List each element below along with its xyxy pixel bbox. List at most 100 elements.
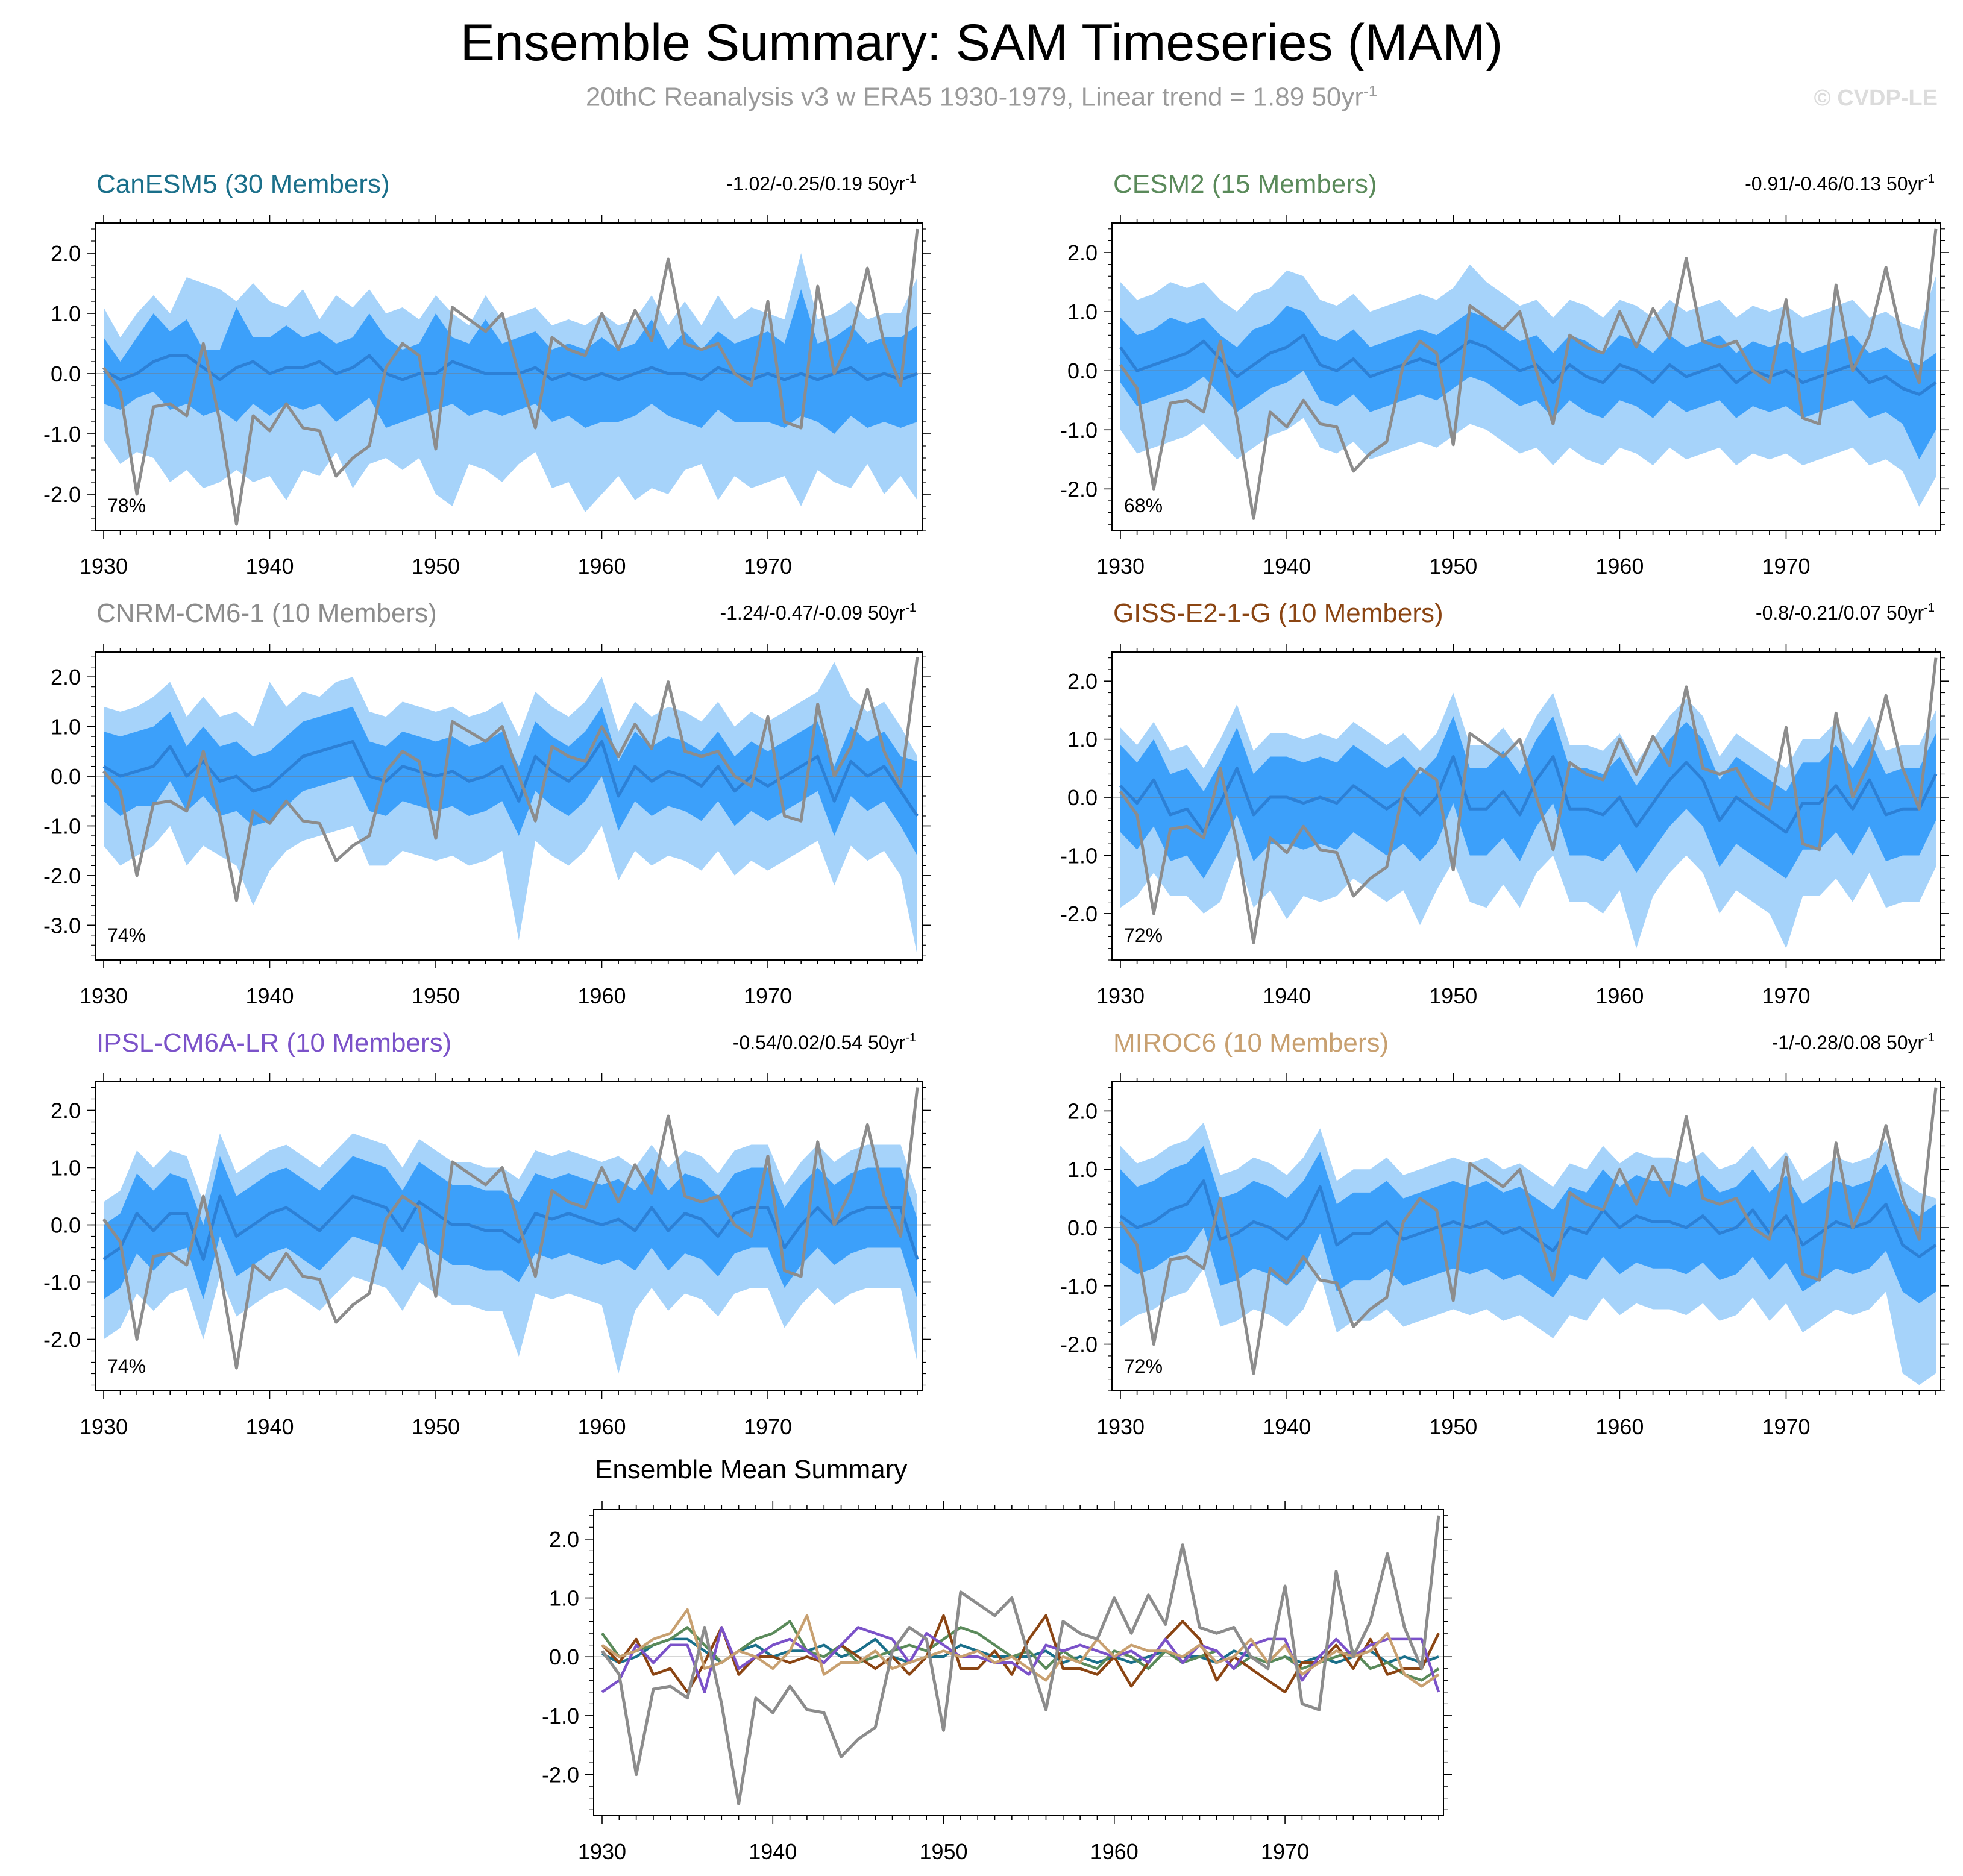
inner-spread-band <box>104 1156 917 1299</box>
x-tick-label: 1970 <box>744 554 792 579</box>
y-tick-label: -1.0 <box>43 1270 81 1295</box>
x-tick-label: 1940 <box>245 554 294 579</box>
chart-ipsl-cm6a-lr: 1930 1940 1950 1960 1970 2.0 1.0 0.0 -1.0 -2.0 IPS… <box>43 1028 931 1439</box>
chart-miroc6: 1930 1940 1950 1960 1970 2.0 1.0 0.0 -1.0 -2.0 MIR… <box>1060 1028 1949 1439</box>
trend-label: -1.02/-0.25/0.19 50yr-1 <box>726 172 916 195</box>
trend-label: -0.54/0.02/0.54 50yr-1 <box>733 1031 916 1053</box>
x-tick-label: 1960 <box>1595 554 1644 579</box>
panel-title: Ensemble Mean Summary <box>595 1455 907 1484</box>
x-tick-label: 1930 <box>80 983 128 1008</box>
x-tick-label: 1930 <box>1096 1414 1145 1439</box>
chart-cesm2: 1930 1940 1950 1960 1970 2.0 1.0 0.0 -1.0 -2.0 CES… <box>1060 169 1949 579</box>
x-tick-label: 1970 <box>744 1414 792 1439</box>
y-tick-label: 0.0 <box>51 362 81 386</box>
ensemble-mean-line <box>1119 1179 1937 1258</box>
x-tick-label: 1930 <box>80 1414 128 1439</box>
panel-title: GISS-E2-1-G (10 Members) <box>1113 598 1443 628</box>
x-tick-label: 1950 <box>1429 1414 1477 1439</box>
y-tick-label: 2.0 <box>549 1527 579 1552</box>
x-tick-label: 1970 <box>1762 1414 1810 1439</box>
x-tick-label: 1960 <box>577 554 626 579</box>
series-line-obs <box>600 1515 1440 1805</box>
trend-value: -1.02/-0.25/0.19 50yr <box>726 173 905 195</box>
figure-subtitle: 20thC Reanalysis v3 w ERA5 1930-1979, Li… <box>0 82 1963 113</box>
trend-value: -0.91/-0.46/0.13 50yr <box>1745 173 1924 195</box>
y-tick-label: -2.0 <box>1060 1332 1098 1357</box>
inner-spread-band <box>1120 306 1936 460</box>
panel-title: CanESM5 (30 Members) <box>96 169 390 199</box>
observed-line <box>1119 1087 1938 1375</box>
percent-label: 72% <box>1124 1355 1163 1377</box>
observed-line <box>102 1087 919 1370</box>
trend-value: -0.8/-0.21/0.07 50yr <box>1756 602 1924 624</box>
y-tick-label: 2.0 <box>1067 669 1098 694</box>
y-tick-label: 0.0 <box>51 764 81 789</box>
x-tick-label: 1960 <box>1595 983 1644 1008</box>
y-tick-label: 2.0 <box>51 1099 81 1123</box>
x-tick-label: 1940 <box>749 1839 797 1864</box>
percent-label: 72% <box>1124 924 1163 946</box>
observed-line <box>102 228 919 526</box>
x-tick-label: 1930 <box>80 554 128 579</box>
ensemble-mean-line <box>1119 333 1937 396</box>
y-tick-label: -1.0 <box>542 1704 579 1728</box>
trend-exponent: -1 <box>905 601 916 615</box>
subtitle-exponent: -1 <box>1363 82 1378 100</box>
y-tick-label: 1.0 <box>51 301 81 326</box>
x-tick-label: 1960 <box>577 983 626 1008</box>
plot-frame <box>1111 1081 1941 1391</box>
plot-frame <box>593 1509 1444 1816</box>
y-tick-label: -1.0 <box>1060 418 1098 442</box>
x-tick-label: 1970 <box>1762 983 1810 1008</box>
y-tick-label: 1.0 <box>1067 727 1098 752</box>
y-tick-label: -2.0 <box>542 1763 579 1787</box>
y-tick-label: 2.0 <box>1067 1099 1098 1123</box>
x-tick-label: 1960 <box>1090 1839 1139 1864</box>
trend-value: -1.24/-0.47/-0.09 50yr <box>720 602 905 624</box>
ensemble-mean-line <box>102 1194 919 1261</box>
x-tick-label: 1930 <box>1096 554 1145 579</box>
y-tick-label: -1.0 <box>1060 843 1098 868</box>
ensemble-mean-line <box>102 354 918 381</box>
trend-exponent: -1 <box>905 172 916 186</box>
trend-exponent: -1 <box>1924 172 1935 186</box>
y-tick-label: 0.0 <box>549 1645 579 1669</box>
y-tick-label: -2.0 <box>43 482 81 507</box>
y-tick-label: -1.0 <box>1060 1274 1098 1299</box>
y-tick-label: -2.0 <box>43 864 81 888</box>
y-tick-label: 0.0 <box>1067 1216 1098 1240</box>
panel-title: MIROC6 (10 Members) <box>1113 1028 1389 1058</box>
trend-value: -0.54/0.02/0.54 50yr <box>733 1032 906 1053</box>
x-tick-label: 1950 <box>412 554 460 579</box>
trend-label: -1/-0.28/0.08 50yr-1 <box>1772 1031 1935 1053</box>
panel-title: CESM2 (15 Members) <box>1113 169 1377 199</box>
y-tick-label: 2.0 <box>1067 240 1098 265</box>
x-tick-label: 1940 <box>245 983 294 1008</box>
percent-label: 78% <box>107 495 146 516</box>
inner-spread-band <box>104 289 917 434</box>
x-tick-label: 1950 <box>919 1839 967 1864</box>
y-tick-label: 2.0 <box>51 665 81 689</box>
x-tick-label: 1940 <box>1263 554 1311 579</box>
observed-line <box>102 656 919 902</box>
y-tick-label: 0.0 <box>1067 359 1098 383</box>
series-line-miroc6 <box>601 1608 1440 1688</box>
y-tick-label: 1.0 <box>549 1586 579 1611</box>
chart-cnrm-cm6-1: 1930 1940 1950 1960 1970 2.0 1.0 0.0 -1.0 -2.0 -3.… <box>43 598 931 1008</box>
chart-giss-e2-1-g: 1930 1940 1950 1960 1970 2.0 1.0 0.0 -1.0 -2.0 GIS… <box>1060 598 1949 1008</box>
x-tick-label: 1970 <box>1762 554 1810 579</box>
trend-exponent: -1 <box>1924 601 1935 615</box>
trend-label: -0.8/-0.21/0.07 50yr-1 <box>1756 601 1935 624</box>
x-tick-label: 1950 <box>1429 554 1477 579</box>
series-line-ipsl-cm6a-lr <box>601 1626 1440 1694</box>
chart-ensemble-mean-summary: 1930 1940 1950 1960 1970 2.0 1.0 0.0 -1.0 -2.0 Ens… <box>542 1455 1452 1864</box>
x-tick-label: 1960 <box>577 1414 626 1439</box>
x-tick-label: 1940 <box>245 1414 294 1439</box>
x-tick-label: 1940 <box>1263 983 1311 1008</box>
x-tick-label: 1960 <box>1595 1414 1644 1439</box>
x-tick-label: 1970 <box>1261 1839 1309 1864</box>
panel-title: CNRM-CM6-1 (10 Members) <box>96 598 437 628</box>
x-tick-label: 1950 <box>412 983 460 1008</box>
y-tick-label: 1.0 <box>1067 1157 1098 1182</box>
